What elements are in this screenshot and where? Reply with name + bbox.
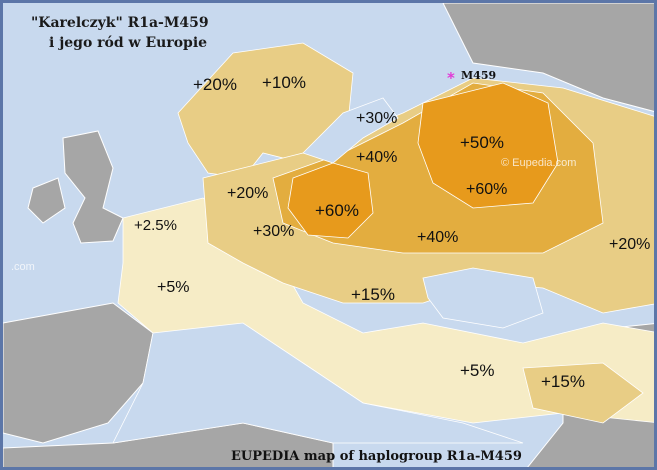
label-russia-north: +50% [460,133,504,152]
map-title-line1: "Karelczyk" R1a-M459 [31,15,209,31]
watermark: © Eupedia.com [501,157,577,169]
label-germany: +20% [227,185,269,202]
label-sweden: +10% [262,73,306,92]
europe-map [3,3,654,467]
land-britain [62,130,124,244]
label-balkans: +15% [351,285,395,304]
label-france-south: +5% [157,279,190,296]
baltic-sea [302,97,399,164]
label-caucasus-east: +20% [609,236,651,253]
map-caption: EUPEDIA map of haplogroup R1a-M459 [231,449,522,464]
label-norway: +20% [193,75,237,94]
watermark-left: .com [11,261,35,273]
zone-peak-poland [287,162,374,239]
zone-peak-russia [417,82,559,209]
label-belarus: +40% [356,149,398,166]
label-france-north: +2.5% [134,217,177,234]
land-ireland [27,177,66,224]
label-russia-central: +60% [466,181,508,198]
zone-anatolia [522,362,644,424]
land-east-top [442,3,654,112]
label-poland: +60% [315,201,359,220]
black-sea [422,267,544,329]
label-caucasus-south: +15% [541,372,585,391]
land-iberia [3,302,154,444]
label-czech: +30% [253,223,295,240]
label-anatolia: +5% [460,361,495,380]
marker-label: M459 [461,69,497,82]
mediterranean-sea [112,322,524,444]
frequency-layer [117,42,654,424]
sea-layer [112,97,544,444]
asterisk-marker-icon: * [447,69,455,87]
label-ukraine: +40% [417,229,459,246]
map-title-line2: i jego ród w Europie [49,35,208,51]
label-baltic: +30% [356,110,398,127]
